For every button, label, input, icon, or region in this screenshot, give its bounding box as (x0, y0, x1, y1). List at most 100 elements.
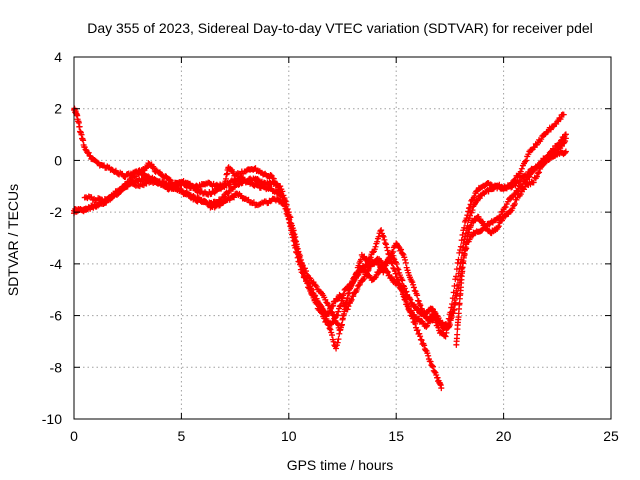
data-point (304, 280, 311, 287)
data-point (447, 317, 454, 324)
data-point (512, 182, 519, 189)
data-point (415, 298, 422, 305)
data-point (414, 292, 421, 299)
data-point (273, 188, 280, 195)
data-point (367, 254, 374, 261)
data-point (522, 158, 529, 165)
data-point (438, 319, 445, 326)
data-point (345, 303, 352, 310)
data-point (380, 263, 387, 270)
data-point (330, 318, 337, 325)
data-point (410, 284, 417, 291)
data-point (454, 282, 461, 289)
x-tick-label: 0 (70, 428, 78, 444)
data-point (270, 175, 277, 182)
data-point (402, 256, 409, 263)
y-tick-label: 4 (54, 49, 62, 65)
data-point (175, 186, 182, 193)
data-point (408, 277, 415, 284)
data-point (290, 231, 297, 238)
data-point (417, 302, 424, 309)
data-point (427, 358, 434, 365)
data-point (329, 319, 336, 326)
data-point (245, 196, 252, 203)
data-point (551, 147, 558, 154)
data-point (296, 258, 303, 265)
data-point (536, 169, 543, 176)
data-point (339, 315, 346, 322)
data-point (242, 195, 249, 202)
data-point (350, 293, 357, 300)
chart-title: Day 355 of 2023, Sidereal Day-to-day VTE… (87, 20, 593, 36)
data-point (166, 176, 173, 183)
data-point (370, 249, 377, 256)
data-point (395, 266, 402, 273)
data-point (286, 216, 293, 223)
data-point (401, 285, 408, 292)
data-point (525, 151, 532, 158)
data-point (348, 296, 355, 303)
data-point (257, 200, 264, 207)
data-point (402, 259, 409, 266)
data-point (461, 224, 468, 231)
data-point (334, 339, 341, 346)
data-point (83, 206, 90, 213)
data-point (291, 234, 298, 241)
data-point (431, 368, 438, 375)
data-point (557, 116, 564, 123)
x-tick-label: 25 (603, 428, 619, 444)
data-point (298, 263, 305, 270)
data-point (384, 259, 391, 266)
data-point (454, 259, 461, 266)
data-point (291, 238, 298, 245)
data-point (560, 111, 567, 118)
x-axis-label: GPS time / hours (287, 457, 394, 473)
data-point (372, 243, 379, 250)
data-point (109, 193, 116, 200)
data-point (451, 283, 458, 290)
data-point (534, 170, 541, 177)
data-point (305, 284, 312, 291)
x-tick-label: 15 (388, 428, 404, 444)
grid (74, 57, 611, 419)
data-point (403, 288, 410, 295)
y-tick-label: -2 (50, 204, 63, 220)
data-point (446, 321, 453, 328)
data-point (296, 253, 303, 260)
data-point (339, 297, 346, 304)
data-point (554, 118, 561, 125)
data-point (334, 312, 341, 319)
data-point (475, 214, 482, 221)
data-point (383, 244, 390, 251)
data-point (85, 149, 92, 156)
x-tick-label: 5 (178, 428, 186, 444)
y-tick-label: -6 (50, 308, 63, 324)
data-point (538, 136, 545, 143)
data-point (451, 297, 458, 304)
data-point (288, 225, 295, 232)
y-tick-label: 0 (54, 152, 62, 168)
data-point (450, 301, 457, 308)
data-point (354, 285, 361, 292)
data-point (337, 326, 344, 333)
data-point (508, 184, 515, 191)
data-point (453, 293, 460, 300)
data-point (379, 232, 386, 239)
data-point (335, 336, 342, 343)
data-point (297, 259, 304, 266)
data-point (378, 227, 385, 234)
data-point (285, 211, 292, 218)
data-point (469, 207, 476, 214)
data-point (300, 270, 307, 277)
data-point (417, 333, 424, 340)
data-point (398, 246, 405, 253)
data-point (429, 363, 436, 370)
data-point (384, 247, 391, 254)
data-point (465, 208, 472, 215)
data-point (382, 240, 389, 247)
data-point (347, 298, 354, 305)
data-point (415, 306, 422, 313)
data-point (407, 296, 414, 303)
data-point (412, 320, 419, 327)
